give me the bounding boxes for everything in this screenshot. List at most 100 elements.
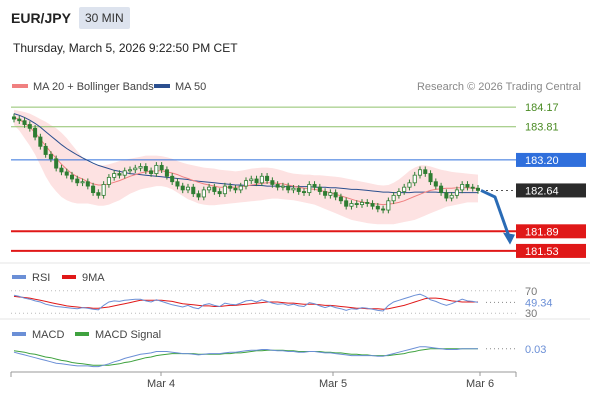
macd-signal-line <box>13 348 478 366</box>
candle-body <box>80 181 85 184</box>
candle-body <box>365 202 370 204</box>
macd-legend-label: MACD <box>32 329 64 341</box>
candle-body <box>117 173 122 176</box>
candle-body <box>228 185 233 189</box>
candle-body <box>270 180 275 185</box>
candle-body <box>386 200 391 211</box>
candle-body <box>444 192 449 199</box>
pivot-level-tag <box>516 152 586 167</box>
candle-body <box>433 181 438 187</box>
x-axis: Mar 4 Mar 5 Mar 6 <box>147 372 494 390</box>
candle-body <box>185 186 191 191</box>
candle-body <box>275 184 280 188</box>
candle-body <box>296 187 301 192</box>
candle-body <box>180 185 185 191</box>
forecast-arrow-head <box>503 232 515 245</box>
rsi-tick-label: 30 <box>525 308 537 320</box>
candle-body <box>312 184 317 188</box>
candle-body <box>465 184 470 188</box>
candle-body <box>48 154 53 160</box>
candle-body <box>243 180 249 187</box>
candle-body <box>375 205 380 210</box>
candle-body <box>27 124 32 129</box>
rsi-ma-legend-swatch <box>62 275 76 279</box>
candle-body <box>101 184 106 196</box>
candle-body <box>280 185 285 188</box>
resistance-level-label: 184.17 <box>525 102 559 114</box>
candle-body <box>106 176 111 185</box>
macd-signal-legend-swatch <box>75 332 89 336</box>
candle-body <box>370 203 375 207</box>
candle-body <box>43 145 48 155</box>
rsi-line <box>13 293 479 312</box>
candle-body <box>33 127 38 138</box>
candle-body <box>359 202 365 206</box>
candle-body <box>460 184 465 191</box>
candle-body <box>475 187 481 191</box>
candle-body <box>175 181 180 187</box>
candle-body <box>449 194 454 199</box>
forecast-arrow-line <box>480 189 511 238</box>
candle-body <box>11 116 17 120</box>
macd-line <box>13 346 478 368</box>
candle-body <box>470 186 475 189</box>
candle-body <box>249 178 254 182</box>
candle-body <box>328 192 333 196</box>
rsi-last-label: 49.34 <box>525 297 553 309</box>
candle-body <box>222 185 227 195</box>
candle-body <box>207 186 212 191</box>
candle-body <box>59 167 64 173</box>
macd-legend-swatch <box>12 332 26 336</box>
candle-body <box>149 170 154 174</box>
last-price-tag <box>516 183 586 198</box>
candle-body <box>159 164 164 171</box>
candle-body <box>238 185 243 191</box>
credit-text: Research © 2026 Trading Central <box>417 81 581 93</box>
candle-body <box>417 169 423 176</box>
rsi-tick-label: 70 <box>525 286 537 298</box>
candle-body <box>423 169 428 174</box>
candle-body <box>164 169 169 177</box>
x-tick-label: Mar 4 <box>147 378 175 390</box>
macd-last-label: 0.03 <box>525 344 546 356</box>
support-level-tag <box>516 243 586 258</box>
candle-body <box>75 178 80 184</box>
candle-body <box>38 136 43 147</box>
last-price-label: 182.64 <box>525 185 559 197</box>
ma20-legend-swatch <box>12 84 28 88</box>
price-panel: 184.17 183.81 183.20 182.64 181.89 181.53 <box>11 102 586 258</box>
candle-body <box>143 166 148 172</box>
candle-body <box>323 191 328 196</box>
candle-body <box>402 186 407 192</box>
candle-body <box>291 187 296 191</box>
candle-body <box>154 164 159 174</box>
interval-badge[interactable]: 30 MIN <box>79 7 130 29</box>
candle-body <box>233 187 238 191</box>
candle-body <box>259 175 264 184</box>
symbol-title: EUR/JPY <box>11 10 71 26</box>
candle-body <box>133 167 138 171</box>
candle-body <box>191 186 196 195</box>
pivot-level-label: 183.20 <box>525 155 559 167</box>
macd-panel: 0.03 <box>13 344 546 368</box>
candle-body <box>64 171 69 176</box>
candle-body <box>349 203 354 207</box>
candle-body <box>354 203 359 206</box>
candle-body <box>17 118 22 122</box>
candle-body <box>412 174 417 184</box>
ma50-legend-label: MA 50 <box>175 81 206 93</box>
candle-body <box>333 192 338 198</box>
candle-body <box>391 194 396 202</box>
candle-body <box>138 166 143 169</box>
candle-body <box>170 175 175 183</box>
candle-body <box>69 174 75 180</box>
bollinger-band-area <box>14 109 478 225</box>
candle-body <box>201 189 206 198</box>
candle-body <box>91 185 96 194</box>
rsi-legend-label: RSI <box>32 272 50 284</box>
chart-header: EUR/JPY 30 MIN Thursday, March 5, 2026 9… <box>0 0 590 70</box>
candle-body <box>344 200 349 207</box>
candle-body <box>381 208 386 211</box>
candle-body <box>301 191 307 194</box>
